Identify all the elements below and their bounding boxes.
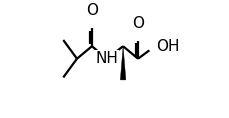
- Polygon shape: [120, 46, 125, 80]
- Text: O: O: [86, 3, 98, 18]
- Text: O: O: [131, 16, 143, 31]
- Text: OH: OH: [155, 39, 179, 54]
- Text: NH: NH: [95, 51, 118, 66]
